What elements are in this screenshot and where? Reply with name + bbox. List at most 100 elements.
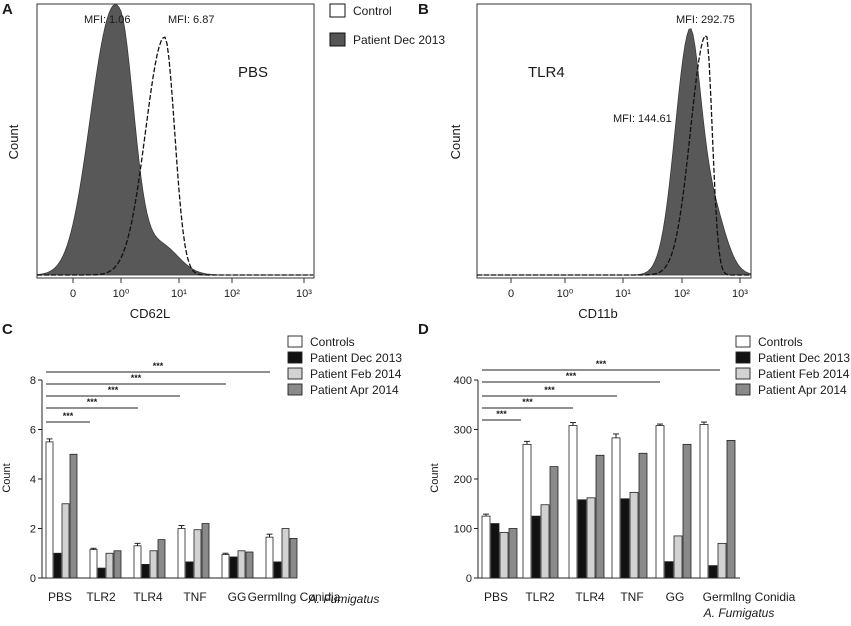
bar-patient-feb-2014	[586, 497, 596, 579]
significance-label: ***	[153, 361, 164, 371]
panel-b-mfi-control: MFI: 292.75	[676, 14, 735, 26]
bar-controls	[522, 443, 532, 579]
significance-label: ***	[566, 371, 577, 381]
bar-patient-feb-2014	[540, 504, 550, 579]
histogram-control	[477, 34, 751, 276]
bar-controls	[221, 554, 230, 579]
bar-patient-apr-2014	[157, 539, 166, 579]
significance-label: ***	[87, 397, 98, 407]
y-tick-label: 200	[454, 474, 472, 486]
panel-b-condition-label: TLR4	[528, 64, 565, 81]
bar-legend: Controls Patient Dec 2013 Patient Feb 2014…	[287, 335, 402, 397]
bar-controls	[89, 549, 98, 579]
bar-legend: Controls Patient Dec 2013 Patient Feb 2014…	[735, 335, 850, 397]
panel-a-x-axis: 0 10⁰ 10¹ 10² 10³	[70, 278, 312, 300]
x-tick-label: 10¹	[171, 288, 187, 300]
bar-patient-apr-2014	[289, 538, 298, 579]
histogram-control	[37, 36, 313, 276]
significance-label: ***	[544, 385, 555, 395]
legend-swatch	[287, 383, 303, 396]
panel-a-letter: A	[2, 1, 13, 18]
panel-c-stimulus-note: A. Fumigatus	[308, 592, 380, 606]
bar-patient-dec-2013	[490, 523, 500, 579]
panel-a-x-label: CD62L	[130, 306, 170, 321]
panel-b-x-label: CD11b	[578, 306, 618, 321]
bar-controls	[265, 536, 274, 579]
legend-control-swatch	[329, 3, 346, 18]
panel-c-bar-chart: 0 2 4 6 8 PBS TLR2 TLR4 TNF GG Germllng Conidia ***…	[30, 335, 403, 604]
category-label: TLR4	[133, 590, 163, 604]
panel-b-x-axis: 0 10⁰ 10¹ 10² 10³	[508, 278, 748, 300]
y-tick-label: 6	[30, 425, 36, 437]
bar-patient-dec-2013	[141, 563, 150, 579]
bar-patient-apr-2014	[201, 523, 210, 579]
bar-patient-dec-2013	[229, 556, 238, 579]
bar-controls	[133, 545, 142, 579]
bar-patient-feb-2014	[499, 532, 509, 579]
panel-b-mfi-patient: MFI: 144.61	[613, 113, 672, 125]
bar-patient-feb-2014	[149, 550, 158, 579]
panel-d-y-label: Count	[429, 463, 441, 492]
legend-label: Patient Feb 2014	[310, 367, 402, 381]
x-tick-label: 10¹	[615, 288, 631, 300]
bar-patient-feb-2014	[673, 535, 683, 579]
panel-c-letter: C	[2, 321, 13, 338]
panel-b-letter: B	[418, 1, 429, 18]
x-tick-label: 10³	[732, 288, 748, 300]
category-label: GG	[666, 590, 685, 604]
bar-patient-dec-2013	[97, 567, 106, 579]
panel-a-mfi-control: MFI: 6.87	[168, 14, 214, 26]
category-label: TLR4	[575, 590, 605, 604]
bar-patient-feb-2014	[237, 550, 246, 579]
bar-patient-dec-2013	[185, 561, 194, 579]
panel-c-y-label: Count	[1, 463, 13, 492]
bar-patient-feb-2014	[281, 528, 290, 579]
panel-a-condition-label: PBS	[238, 64, 268, 81]
bar-patient-dec-2013	[620, 498, 630, 579]
legend-control-label: Control	[353, 4, 392, 18]
bar-patient-dec-2013	[53, 552, 62, 579]
bar-patient-apr-2014	[638, 452, 648, 579]
panel-a: A 0 10⁰ 10¹ 10² 10³ CD62L Count MFI: 1.06 MF…	[2, 1, 315, 321]
significance-label: ***	[63, 411, 74, 421]
legend-label: Patient Feb 2014	[758, 367, 850, 381]
category-label: Germllng Conidia	[703, 590, 796, 604]
panel-d: D 0 100 200 300 400 PBS TLR2 TLR4 TNF GG Germllng …	[418, 321, 850, 620]
bar-patient-apr-2014	[595, 454, 605, 579]
bar-patient-apr-2014	[245, 551, 254, 579]
panel-a-y-label: Count	[6, 124, 21, 159]
bar-patient-apr-2014	[69, 453, 78, 579]
panel-b-y-label: Count	[448, 124, 463, 159]
panel-a-mfi-patient: MFI: 1.06	[84, 14, 130, 26]
category-label: TNF	[620, 590, 643, 604]
bar-controls	[177, 528, 186, 579]
legend-label: Patient Apr 2014	[758, 383, 847, 397]
legend-swatch	[735, 383, 751, 396]
bar-patient-apr-2014	[113, 550, 122, 579]
y-tick-label: 0	[30, 573, 36, 585]
bar-patient-feb-2014	[717, 542, 727, 579]
y-tick-label: 2	[30, 524, 36, 536]
bar-patient-feb-2014	[61, 503, 70, 579]
bar-patient-feb-2014	[629, 491, 639, 579]
bar-controls	[481, 515, 491, 579]
legend-swatch	[287, 367, 303, 380]
y-tick-label: 0	[466, 573, 472, 585]
legend-label: Controls	[310, 335, 355, 349]
legend-swatch	[287, 351, 303, 364]
panel-b: B 0 10⁰ 10¹ 10² 10³ CD11b Count MFI: 292.75 …	[418, 1, 752, 321]
bar-controls	[699, 424, 709, 579]
bar-patient-apr-2014	[508, 528, 518, 579]
x-tick-label: 10²	[224, 288, 240, 300]
category-label: GG	[228, 590, 247, 604]
bar-patient-apr-2014	[682, 443, 692, 579]
bar-patient-apr-2014	[549, 466, 559, 579]
significance-label: ***	[108, 385, 119, 395]
legend-swatch	[735, 335, 751, 348]
category-label: PBS	[484, 590, 508, 604]
x-tick-label: 10³	[296, 288, 312, 300]
bar-patient-feb-2014	[105, 552, 114, 579]
x-tick-label: 10²	[674, 288, 690, 300]
x-tick-label: 0	[70, 288, 76, 300]
